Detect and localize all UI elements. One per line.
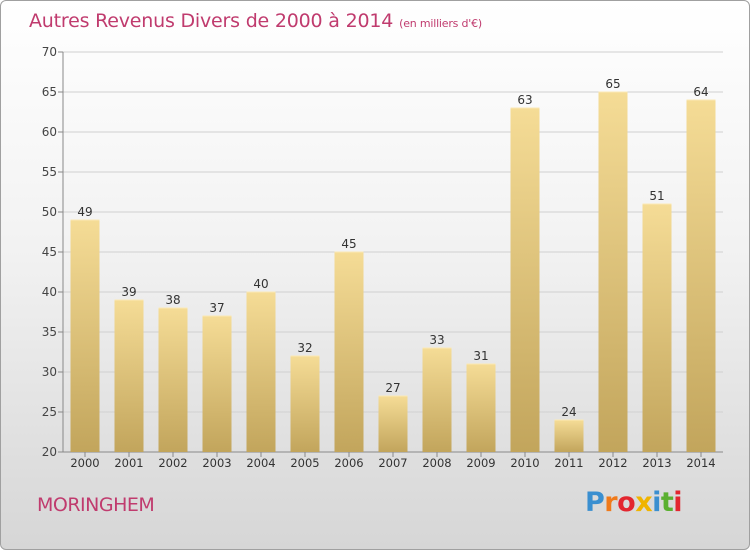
x-tick-label: 2010	[510, 456, 539, 470]
y-tick-label: 50	[42, 205, 57, 219]
bar	[158, 308, 188, 452]
y-tick-label: 40	[42, 285, 57, 299]
value-label: 64	[693, 85, 708, 99]
y-tick-label: 45	[42, 245, 57, 259]
y-tick-label: 60	[42, 125, 57, 139]
bar	[202, 316, 232, 452]
commune-name: MORINGHEM	[37, 494, 155, 516]
value-label: 31	[473, 349, 488, 363]
value-label: 24	[561, 405, 576, 419]
x-tick-label: 2014	[686, 456, 715, 470]
logo-letter: i	[652, 487, 661, 518]
bar	[510, 108, 540, 452]
bar	[598, 92, 628, 452]
x-tick-label: 2013	[642, 456, 671, 470]
logo-letter: r	[604, 487, 618, 518]
value-label: 51	[649, 189, 664, 203]
value-label: 38	[165, 293, 180, 307]
bar	[686, 100, 716, 452]
bar	[642, 204, 672, 452]
bar	[334, 252, 364, 452]
value-label: 65	[605, 77, 620, 91]
bar	[554, 420, 584, 452]
x-tick-label: 2005	[290, 456, 319, 470]
bar	[114, 300, 144, 452]
x-tick-label: 2001	[114, 456, 143, 470]
y-tick-label: 25	[42, 405, 57, 419]
value-label: 40	[253, 277, 268, 291]
bar	[466, 364, 496, 452]
chart-title-main: Autres Revenus Divers de 2000 à 2014	[29, 10, 394, 32]
logo-letter: i	[673, 487, 683, 518]
value-label: 45	[341, 237, 356, 251]
logo-letter: t	[660, 487, 674, 518]
value-label: 27	[385, 381, 400, 395]
x-tick-label: 2003	[202, 456, 231, 470]
logo-letter: o	[617, 487, 636, 518]
x-tick-label: 2004	[246, 456, 275, 470]
y-tick-label: 55	[42, 165, 57, 179]
value-label: 32	[297, 341, 312, 355]
y-tick-label: 30	[42, 365, 57, 379]
x-tick-label: 2012	[598, 456, 627, 470]
bar	[290, 356, 320, 452]
x-tick-label: 2011	[554, 456, 583, 470]
bar	[422, 348, 452, 452]
y-tick-label: 35	[42, 325, 57, 339]
x-tick-label: 2007	[378, 456, 407, 470]
y-tick-label: 65	[42, 85, 57, 99]
proxiti-logo: Proxiti	[585, 487, 683, 518]
value-label: 63	[517, 93, 532, 107]
bar	[378, 396, 408, 452]
x-tick-label: 2002	[158, 456, 187, 470]
logo-letter: P	[585, 487, 605, 518]
value-labels: 49 39 38 37 40 32 45 27 33 31 63 24 65 51 64	[77, 77, 708, 419]
logo-letter: x	[635, 487, 653, 518]
bars	[70, 91, 716, 452]
x-tick-label: 2006	[334, 456, 363, 470]
x-tick-label: 2008	[422, 456, 451, 470]
chart-title-unit: (en milliers d'€)	[399, 17, 483, 30]
x-tick-label: 2000	[70, 456, 99, 470]
y-tick-label: 20	[42, 445, 57, 459]
bar	[70, 220, 100, 452]
chart-title: Autres Revenus Divers de 2000 à 2014 (en …	[29, 10, 482, 32]
value-label: 33	[429, 333, 444, 347]
value-label: 37	[209, 301, 224, 315]
x-tick-label: 2009	[466, 456, 495, 470]
tick-labels: 20 25 30 35 40 45 50 55 60 65 70 2000 2001 2002 2003 20…	[42, 45, 716, 470]
value-label: 49	[77, 205, 92, 219]
y-tick-label: 70	[42, 45, 57, 59]
bar	[246, 292, 276, 452]
value-label: 39	[121, 285, 136, 299]
